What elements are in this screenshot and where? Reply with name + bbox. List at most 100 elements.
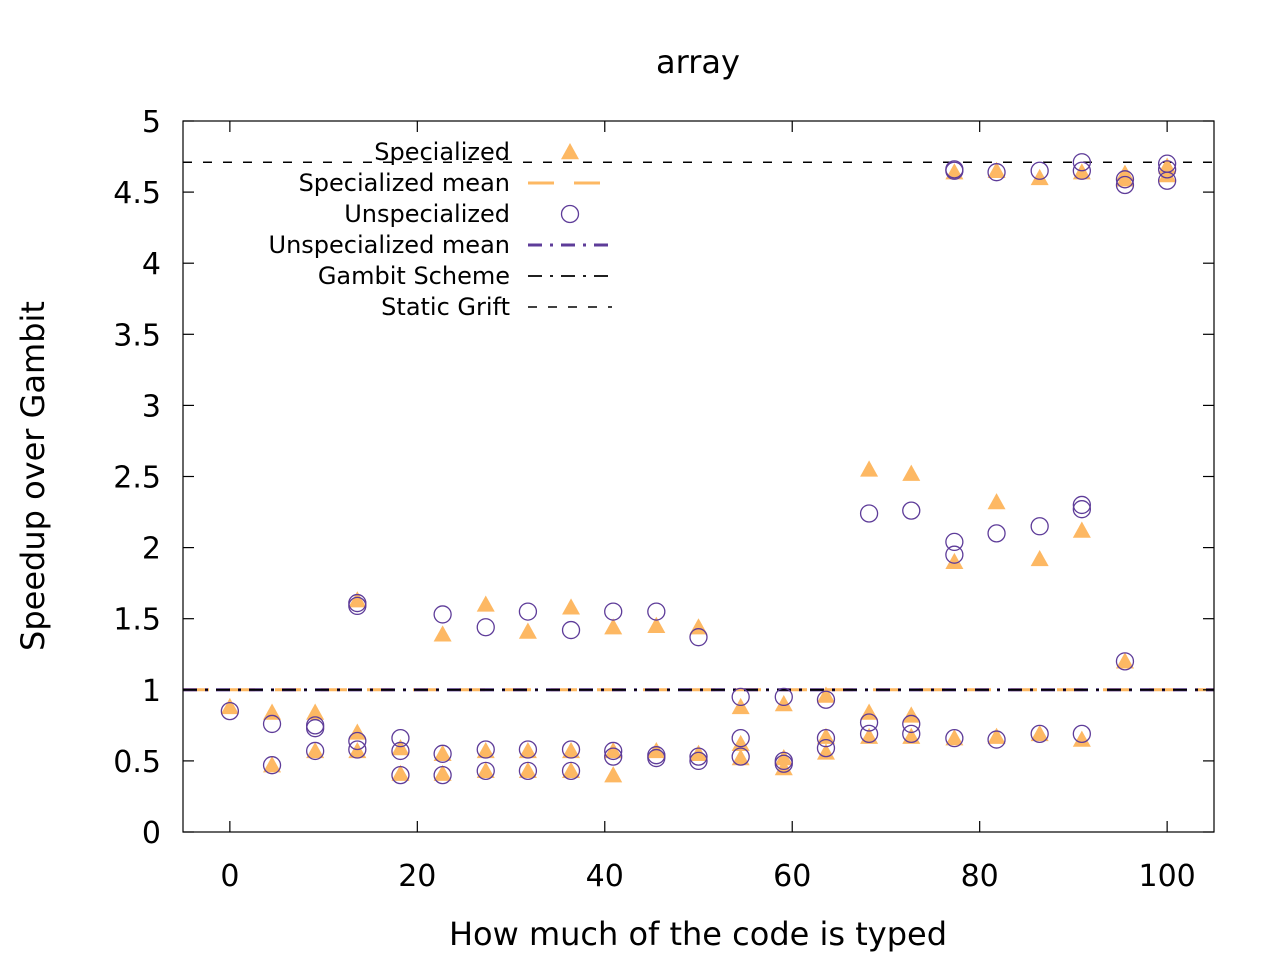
unspecialized-point: [902, 714, 921, 734]
unspecialized-point: [987, 730, 1006, 749]
legend-label: Specialized mean: [299, 169, 510, 197]
specialized-point: [731, 734, 750, 752]
specialized-point: [1030, 168, 1049, 186]
unspecialized-point: [816, 728, 836, 748]
y-tick-label: 3: [142, 389, 161, 424]
unspecialized-point: [816, 690, 836, 709]
y-tick-label: 0.5: [113, 745, 161, 780]
x-tick-label: 60: [773, 859, 811, 894]
specialized-point: [348, 723, 367, 740]
unspecialized-point: [1157, 160, 1177, 179]
unspecialized-point: [859, 724, 879, 744]
chart-title: array: [656, 43, 740, 81]
unspecialized-point: [816, 738, 836, 758]
specialized-point: [1072, 730, 1091, 747]
unspecialized-point: [1072, 500, 1091, 519]
unspecialized-point: [689, 628, 708, 647]
specialized-point: [945, 729, 964, 746]
unspecialized-point: [561, 761, 581, 781]
unspecialized-point: [987, 163, 1006, 182]
specialized-point: [902, 727, 921, 744]
specialized-point: [731, 749, 750, 766]
unspecialized-point: [262, 756, 282, 775]
specialized-point: [562, 761, 581, 779]
specialized-point: [263, 703, 282, 720]
specialized-point: [1030, 549, 1049, 567]
unspecialized-point: [1157, 171, 1177, 190]
legend-label: Unspecialized mean: [269, 231, 510, 259]
legend: Specialized Specialized mean Unspecialized…: [269, 138, 612, 321]
specialized-point: [1030, 724, 1049, 742]
unspecialized-point: [1115, 175, 1135, 195]
legend-marker: [561, 143, 579, 160]
unspecialized-point: [945, 161, 964, 180]
unspecialized-point: [1072, 724, 1091, 744]
unspecialized-point: [1030, 724, 1049, 744]
unspecialized-point: [518, 740, 538, 759]
specialized-point: [604, 741, 623, 759]
specialized-point: [391, 764, 410, 781]
x-tick-label: 80: [961, 859, 999, 894]
unspecialized-point: [902, 724, 921, 744]
y-axis-label: Speedup over Gambit: [14, 301, 52, 651]
specialized-point: [476, 595, 495, 612]
y-tick-label: 0: [142, 816, 161, 851]
specialized-point: [306, 741, 325, 759]
specialized-point: [220, 697, 239, 715]
specialized-point: [518, 622, 537, 639]
x-tick-label: 40: [586, 859, 624, 894]
data-points: [220, 153, 1177, 785]
unspecialized-point: [220, 701, 240, 721]
unspecialized-point: [1030, 517, 1049, 536]
specialized-point: [987, 493, 1006, 510]
unspecialized-point: [476, 761, 495, 781]
unspecialized-point: [476, 740, 495, 759]
specialized-point: [518, 741, 537, 759]
unspecialized-point: [561, 740, 581, 759]
x-tick-label: 20: [398, 859, 436, 894]
unspecialized-point: [647, 748, 666, 768]
y-tick-label: 4: [142, 247, 161, 282]
unspecialized-point: [262, 714, 282, 734]
specialized-point: [945, 552, 964, 570]
x-axis-ticks: 0 20 40 60 80 100: [220, 121, 1196, 894]
unspecialized-point: [987, 524, 1006, 543]
specialized-point: [902, 706, 921, 723]
specialized-point: [774, 695, 793, 712]
unspecialized-point: [433, 605, 452, 624]
unspecialized-point: [348, 596, 367, 616]
reference-lines: [183, 161, 1214, 692]
specialized-point: [433, 744, 452, 761]
unspecialized-point: [1115, 170, 1135, 189]
specialized-point: [816, 727, 835, 744]
specialized-point: [860, 460, 879, 477]
legend-label: Unspecialized: [344, 200, 510, 228]
y-tick-label: 5: [142, 105, 161, 140]
unspecialized-point: [1030, 161, 1049, 180]
y-tick-label: 1: [142, 674, 161, 709]
unspecialized-point: [391, 741, 410, 761]
specialized-point: [1115, 170, 1134, 187]
x-axis-label: How much of the code is typed: [449, 915, 947, 953]
unspecialized-point: [731, 747, 750, 766]
y-tick-label: 2: [142, 532, 161, 567]
unspecialized-point: [945, 728, 964, 748]
unspecialized-point: [859, 713, 879, 732]
unspecialized-point: [518, 602, 538, 621]
specialized-point: [902, 464, 921, 481]
unspecialized-point: [306, 719, 325, 738]
specialized-point: [476, 761, 495, 779]
unspecialized-point: [647, 602, 666, 621]
y-axis-ticks: 0 0.5 1 1.5 2 2.5 3 3.5 4 4.5 5: [113, 105, 1214, 851]
unspecialized-point: [1115, 652, 1135, 671]
unspecialized-point: [689, 747, 708, 766]
legend-label: Gambit Scheme: [318, 262, 510, 290]
unspecialized-point: [391, 728, 410, 748]
y-tick-label: 1.5: [113, 603, 161, 638]
unspecialized-point: [689, 751, 708, 771]
specialized-point: [1158, 166, 1177, 183]
x-tick-label: 0: [220, 859, 239, 894]
unspecialized-point: [561, 620, 581, 640]
unspecialized-point: [348, 740, 367, 759]
